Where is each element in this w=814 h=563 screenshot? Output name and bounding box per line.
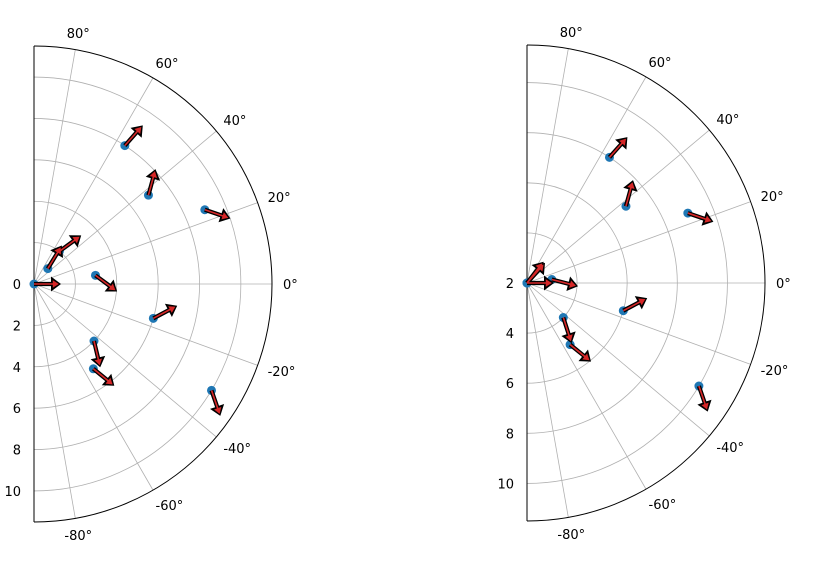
quiver-arrow — [209, 389, 225, 416]
quiver-arrow — [569, 343, 590, 361]
theta-tick-label: 20° — [268, 191, 291, 206]
theta-tick-label: 80° — [560, 26, 583, 41]
theta-tick-label: -60° — [649, 498, 677, 513]
theta-tick-label: 60° — [649, 56, 672, 71]
theta-grid-line — [33, 49, 76, 285]
quiver-arrow — [153, 306, 176, 319]
theta-grid-line — [33, 283, 217, 438]
quiver-arrow — [204, 207, 231, 223]
theta-tick-label: -20° — [761, 364, 789, 379]
theta-tick-label: 80° — [67, 27, 90, 42]
quiver-arrow — [95, 274, 116, 291]
theta-grid-line — [33, 283, 154, 491]
quiver-arrow — [92, 368, 113, 385]
theta-grid-line — [526, 282, 751, 365]
quiver-arrow — [562, 317, 573, 342]
r-tick-label: 8 — [506, 427, 514, 442]
quiver-arrow — [622, 298, 646, 312]
quiver-arrow — [561, 316, 576, 344]
r-tick-label: 6 — [13, 402, 21, 417]
theta-tick-label: 40° — [716, 113, 739, 128]
quiver-arrow — [204, 209, 229, 220]
theta-grid-line — [526, 201, 751, 284]
polar-panel-2: -80° -60° -40° -20° 0° 20° 40° 60° 80° 2 4 6 8 10 — [497, 26, 790, 543]
r-tick-label: 8 — [13, 444, 21, 459]
theta-grid-line — [526, 282, 710, 437]
theta-tick-label: -80° — [557, 528, 585, 543]
quiver-arrow — [124, 127, 142, 147]
theta-tick-label: -20° — [268, 365, 296, 380]
quiver-arrow — [526, 263, 543, 284]
theta-tick-label: 0° — [776, 277, 791, 292]
outer-spine — [33, 45, 273, 523]
quiver-arrow — [527, 279, 552, 287]
quiver-arrow — [696, 385, 712, 412]
quiver-arrow — [58, 236, 80, 252]
quiver-arrow — [34, 280, 59, 288]
theta-tick-label: -40° — [223, 442, 251, 457]
theta-tick-label: 0° — [283, 278, 298, 293]
quiver-arrow — [47, 247, 61, 269]
quiver-arrow — [698, 385, 709, 410]
theta-grid-line — [526, 129, 710, 284]
theta-grid-line — [526, 76, 647, 284]
quiver-arrow — [687, 212, 712, 223]
quiver-arrow — [625, 182, 635, 207]
r-tick-label: 4 — [506, 327, 514, 342]
theta-grid-line — [526, 282, 569, 518]
quiver-arrow — [623, 180, 638, 207]
theta-tick-label: 40° — [223, 114, 246, 129]
theta-tick-label: -60° — [156, 499, 184, 514]
quiver-arrow — [551, 276, 578, 291]
theta-grid-line — [526, 48, 569, 284]
r-tick-label: 2 — [506, 277, 514, 292]
outer-spine — [526, 44, 766, 522]
r-tick-label: 0 — [13, 278, 21, 293]
quiver-arrow — [210, 390, 222, 414]
r-tick-label: 4 — [13, 361, 21, 376]
quiver-arrow — [90, 340, 106, 368]
r-tick-label: 10 — [4, 485, 21, 500]
quiver-arrow — [551, 278, 576, 288]
quiver-arrow — [147, 171, 157, 196]
theta-tick-label: 60° — [156, 57, 179, 72]
theta-tick-label: -80° — [64, 529, 92, 544]
r-tick-label: 6 — [506, 377, 514, 392]
theta-grid-line — [33, 130, 217, 285]
r-tick-label: 10 — [497, 477, 514, 492]
polar-panel-1: -80° -60° -40° -20° 0° 20° 40° 60° 80° 0 2 4 6 8 10 — [4, 27, 297, 544]
theta-grid-line — [33, 283, 258, 366]
theta-tick-label: 20° — [761, 190, 784, 205]
quiver-arrow — [608, 138, 626, 158]
r-tick-label: 2 — [13, 319, 21, 334]
theta-grid-line — [33, 283, 76, 519]
theta-grid-line — [526, 282, 647, 490]
theta-tick-label: -40° — [716, 441, 744, 456]
quiver-arrow — [145, 169, 161, 196]
quiver-arrow — [93, 340, 102, 366]
